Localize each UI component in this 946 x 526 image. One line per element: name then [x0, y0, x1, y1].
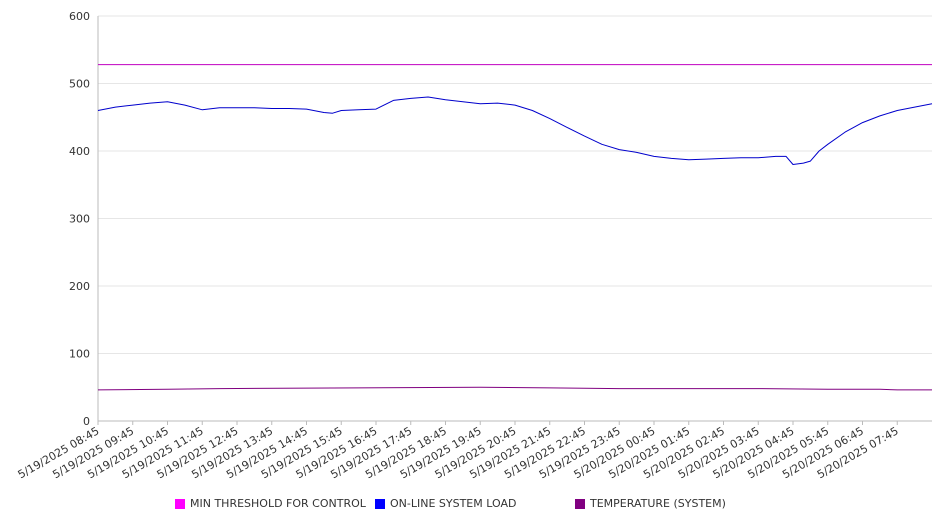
y-tick-label: 200	[69, 280, 90, 293]
y-tick-label: 500	[69, 78, 90, 91]
series-lines	[97, 64, 933, 391]
series-line-on-line-system-load	[97, 96, 933, 165]
legend: MIN THRESHOLD FOR CONTROL ON-LINE SYSTEM…	[0, 497, 946, 515]
legend-label-system-load: ON-LINE SYSTEM LOAD	[390, 497, 517, 510]
y-tick-label: 600	[69, 10, 90, 23]
legend-swatch-temperature	[575, 498, 585, 509]
y-tick-label: 100	[69, 348, 90, 361]
legend-swatch-min-threshold	[175, 498, 185, 509]
legend-item-min-threshold[interactable]: MIN THRESHOLD FOR CONTROL	[175, 497, 366, 510]
legend-label-min-threshold: MIN THRESHOLD FOR CONTROL	[190, 497, 366, 510]
y-tick-label: 0	[83, 415, 90, 428]
grid-lines	[98, 15, 932, 354]
y-tick-label: 400	[69, 145, 90, 158]
legend-swatch-system-load	[375, 498, 385, 509]
x-axis-ticks: 5/19/2025 08:455/19/2025 09:455/19/2025 …	[16, 421, 901, 481]
y-axis-ticks: 0 100 200 300 400 500 600	[69, 10, 90, 428]
series-line-temperature-system	[97, 386, 932, 391]
legend-item-system-load[interactable]: ON-LINE SYSTEM LOAD	[375, 497, 516, 510]
y-tick-label: 300	[69, 213, 90, 226]
legend-item-temperature[interactable]: TEMPERATURE (SYSTEM)	[575, 497, 726, 510]
legend-label-temperature: TEMPERATURE (SYSTEM)	[590, 497, 726, 510]
